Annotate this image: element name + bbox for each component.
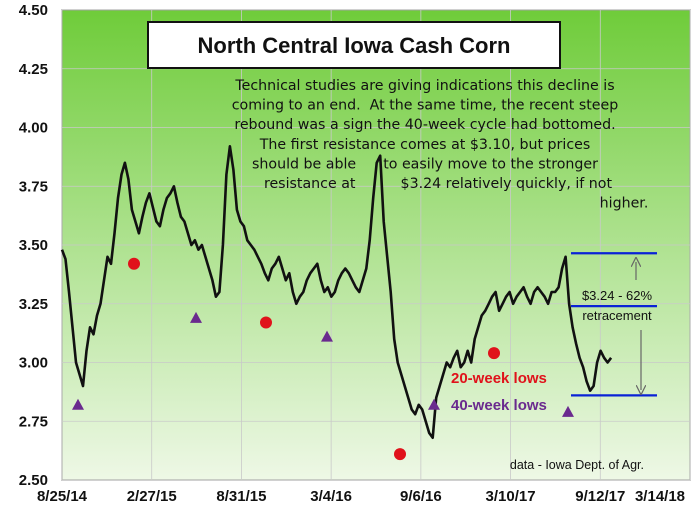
y-tick-label: 3.75 <box>19 178 48 195</box>
x-tick-label: 9/6/16 <box>400 488 442 505</box>
x-tick-label: 8/25/14 <box>37 488 88 505</box>
y-tick-label: 2.75 <box>19 413 48 430</box>
purple-triangle-marker <box>562 405 574 417</box>
legend-20-week-lows: 20-week lows <box>451 370 547 387</box>
legend-40-week-lows: 40-week lows <box>451 397 547 414</box>
y-axis-ticks: 2.50 2.75 3.00 3.25 3.50 3.75 4.00 4.25 4.50 <box>19 2 48 489</box>
x-tick-label: 3/10/17 <box>486 488 536 505</box>
y-tick-label: 4.50 <box>19 2 48 19</box>
annotation-line: rebound was a sign the 40-week cycle had… <box>234 117 615 133</box>
x-tick-label: 8/31/15 <box>216 488 266 505</box>
red-circle-marker <box>128 257 140 270</box>
retracement-lines <box>571 252 657 397</box>
purple-triangle-marker <box>190 311 202 323</box>
retracement-label-1: $3.24 - 62% <box>582 288 653 303</box>
purple-triangle-marker <box>72 398 84 410</box>
data-source-note: data - Iowa Dept. of Agr. <box>510 458 644 472</box>
gridlines <box>61 9 691 481</box>
annotation-line: higher. <box>600 196 649 212</box>
annotation-line: coming to an end. At the same time, the … <box>232 98 619 114</box>
x-tick-label: 3/14/18 <box>635 488 685 505</box>
red-circle-marker <box>260 316 272 329</box>
y-tick-label: 4.25 <box>19 61 48 78</box>
annotation-line: resistance at $3.24 relatively quickly, … <box>264 176 613 192</box>
y-tick-label: 3.00 <box>19 355 48 372</box>
annotation-line: should be able to easily move to the str… <box>252 156 598 172</box>
retracement-label-2: retracement <box>582 308 652 323</box>
y-tick-label: 3.25 <box>19 296 48 313</box>
annotation-line: Technical studies are giving indications… <box>234 78 614 94</box>
red-circle-marker <box>488 347 500 360</box>
purple-triangle-marker <box>321 330 333 342</box>
x-tick-label: 3/4/16 <box>310 488 352 505</box>
y-tick-label: 3.50 <box>19 237 48 254</box>
price-line <box>60 145 613 439</box>
cycle-low-markers <box>72 257 574 461</box>
purple-triangle-marker <box>428 398 440 410</box>
y-tick-label: 2.50 <box>19 472 48 489</box>
title-box <box>147 21 561 69</box>
x-tick-label: 9/12/17 <box>575 488 625 505</box>
annotation-text: Technical studies are giving indications… <box>232 78 649 212</box>
red-circle-marker <box>394 448 406 461</box>
x-tick-label: 2/27/15 <box>127 488 177 505</box>
annotation-line: The first resistance comes at $3.10, but… <box>259 137 591 153</box>
y-tick-label: 4.00 <box>19 120 48 137</box>
chart-title: North Central Iowa Cash Corn <box>198 33 511 58</box>
x-axis-ticks: 8/25/14 2/27/15 8/31/15 3/4/16 9/6/16 3/10/17… <box>37 488 685 505</box>
